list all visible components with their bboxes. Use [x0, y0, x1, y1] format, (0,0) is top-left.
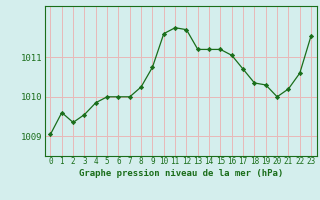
X-axis label: Graphe pression niveau de la mer (hPa): Graphe pression niveau de la mer (hPa) [79, 169, 283, 178]
